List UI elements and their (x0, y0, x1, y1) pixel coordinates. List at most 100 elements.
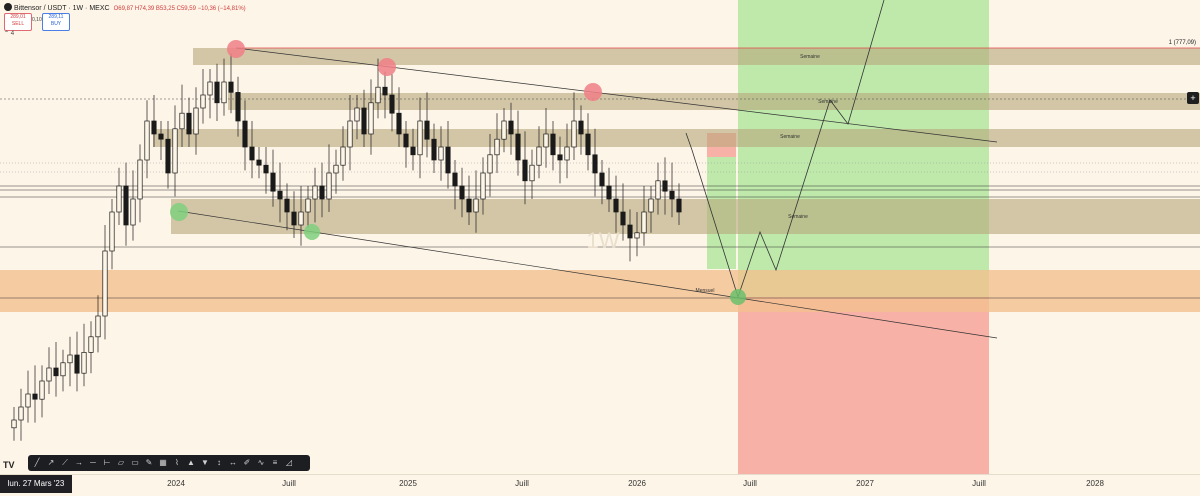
support-marker-2 (304, 224, 320, 240)
buy-label: BUY (50, 21, 62, 27)
bear-candle (151, 120, 157, 135)
rectangle-icon[interactable]: ▭ (131, 458, 139, 467)
bull-candle (25, 393, 31, 408)
bull-candle (438, 146, 444, 161)
bull-candle (536, 146, 542, 166)
bear-candle (32, 393, 38, 400)
time-axis[interactable] (0, 474, 1200, 496)
extended-line-icon[interactable]: ⟋ (62, 458, 68, 467)
x-tick-juill-2024: Juill (282, 479, 296, 488)
bull-candle (487, 154, 493, 174)
bull-candle (67, 354, 73, 364)
x-tick-2025: 2025 (399, 479, 417, 488)
price-range-icon[interactable]: ↕ (217, 458, 221, 467)
bull-candle (368, 102, 374, 135)
bear-candle (74, 354, 80, 374)
resistance-marker-2 (378, 58, 396, 76)
bear-candle (270, 172, 276, 192)
bull-candle (501, 120, 507, 140)
table-icon[interactable]: ▦ (159, 458, 167, 467)
interval-watermark: 1W (587, 228, 620, 253)
candlestick-series (11, 53, 682, 441)
tradingview-logo-icon: TV (3, 460, 15, 470)
bear-candle (627, 224, 633, 239)
bull-candle (200, 94, 206, 109)
symbol-legend: Bittensor / USDT · 1W · MEXC O69,87 H74,3… (4, 3, 246, 12)
bear-candle (522, 159, 528, 182)
ray-icon[interactable]: ↗ (47, 458, 55, 467)
bear-candle (186, 112, 192, 135)
bull-candle (116, 185, 122, 213)
bear-candle (620, 211, 626, 226)
pencil-icon[interactable]: ✐ (243, 458, 251, 467)
bull-candle (144, 120, 150, 161)
zone-weekly-3 (153, 129, 1200, 147)
bear-candle (361, 107, 367, 135)
x-tick-2027: 2027 (856, 479, 874, 488)
bear-candle (599, 172, 605, 187)
resistance-marker-1 (227, 40, 245, 58)
parallel-channel-icon[interactable]: ▱ (117, 458, 125, 467)
bull-candle (571, 120, 577, 148)
bear-candle (410, 146, 416, 156)
horizontal-ray-icon[interactable]: ⊢ (103, 458, 111, 467)
zone-weekly-4-label: Semaine (788, 214, 808, 220)
bear-candle (277, 190, 283, 200)
bear-candle (403, 133, 409, 148)
bull-candle (18, 406, 24, 421)
bull-candle (179, 112, 185, 130)
add-alert-plus-icon[interactable]: + (1187, 92, 1199, 104)
sell-button[interactable]: 289,01 SELL (4, 13, 32, 31)
bull-candle (333, 164, 339, 174)
bull-candle (130, 198, 136, 226)
x-tick-2026: 2026 (628, 479, 646, 488)
bear-candle (319, 185, 325, 200)
bear-candle (242, 120, 248, 148)
projection-path[interactable] (685, 0, 885, 299)
symbol-title[interactable]: Bittensor / USDT · 1W · MEXC (14, 5, 110, 12)
bear-candle (592, 154, 598, 174)
bull-candle (634, 232, 640, 239)
bear-candle (459, 185, 465, 200)
price-scale-label: 1 (777,09) (1168, 40, 1196, 46)
long-position-icon[interactable]: ▲ (187, 458, 195, 467)
bear-candle (214, 81, 220, 104)
date-range-icon[interactable]: ↔ (229, 458, 237, 467)
bull-candle (305, 198, 311, 213)
curve-icon[interactable]: ∿ (257, 458, 265, 467)
line-tool-icon[interactable]: ╱ (34, 458, 40, 467)
arrow-icon[interactable]: → (75, 458, 83, 467)
bull-candle (172, 128, 178, 174)
fib-icon[interactable]: ≡ (272, 458, 278, 467)
zone-weekly-1-label: Semaine (800, 54, 820, 60)
bear-candle (585, 133, 591, 156)
bear-candle (452, 172, 458, 187)
buy-button[interactable]: 289,11 BUY (42, 13, 70, 31)
path-icon[interactable]: ⌇ (175, 458, 179, 467)
zone-weekly-1 (193, 48, 1200, 65)
bear-candle (669, 190, 675, 200)
bull-candle (60, 362, 66, 377)
bull-candle (221, 81, 227, 104)
bull-candle (347, 120, 353, 148)
zone-weekly-2-label: Semaine (818, 99, 838, 105)
bear-candle (382, 86, 388, 96)
zone-weekly-3-label: Semaine (780, 134, 800, 140)
sell-label: SELL (11, 21, 25, 27)
indicators-toggle[interactable]: ⌃ 4 (4, 30, 14, 37)
short-position-icon[interactable]: ▼ (201, 458, 209, 467)
bull-candle (193, 107, 199, 135)
brush-icon[interactable]: ✎ (145, 458, 153, 467)
bull-candle (39, 380, 45, 400)
x-tick-2028: 2028 (1086, 479, 1104, 488)
buy-price: 289,11 (48, 14, 64, 20)
horizontal-line-icon[interactable]: ─ (90, 458, 96, 467)
spread-value: 0,10 (32, 17, 42, 23)
descending-trendline-upper[interactable] (235, 47, 998, 143)
bear-candle (445, 146, 451, 174)
measure-icon[interactable]: ◿ (285, 458, 293, 467)
bear-candle (515, 133, 521, 161)
bear-candle (606, 185, 612, 200)
bull-candle (480, 172, 486, 200)
